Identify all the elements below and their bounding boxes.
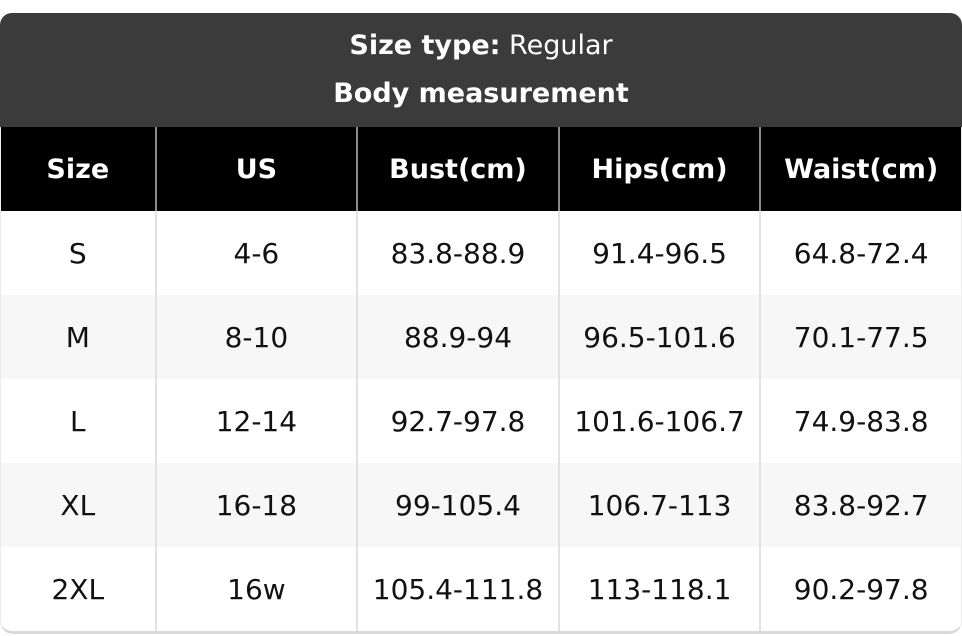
column-header-hips: Hips(cm) bbox=[557, 127, 760, 211]
size-chart-table: Size US Bust(cm) Hips(cm) Waist(cm) S 4-… bbox=[1, 127, 961, 631]
hips-cell: 91.4-96.5 bbox=[557, 211, 760, 295]
table-row-s: S 4-6 83.8-88.9 91.4-96.5 64.8-72.4 bbox=[1, 211, 961, 295]
chart-header-band: Size type: Regular Body measurement bbox=[0, 13, 962, 127]
column-header-waist: Waist(cm) bbox=[759, 127, 961, 211]
table-row-2xl: 2XL 16w 105.4-111.8 113-118.1 90.2-97.8 bbox=[1, 547, 961, 631]
table-row-xl: XL 16-18 99-105.4 106.7-113 83.8-92.7 bbox=[1, 463, 961, 547]
bust-cell: 105.4-111.8 bbox=[356, 547, 558, 631]
bust-cell: 88.9-94 bbox=[356, 295, 558, 379]
size-cell: L bbox=[1, 379, 155, 463]
size-chart-panel: Size type: Regular Body measurement Size… bbox=[0, 13, 962, 634]
us-cell: 16w bbox=[154, 547, 357, 631]
column-header-bust: Bust(cm) bbox=[356, 127, 558, 211]
size-type-line: Size type: Regular bbox=[349, 30, 612, 62]
hips-cell: 96.5-101.6 bbox=[557, 295, 760, 379]
size-cell: 2XL bbox=[1, 547, 155, 631]
bust-cell: 92.7-97.8 bbox=[356, 379, 558, 463]
bust-cell: 83.8-88.9 bbox=[356, 211, 558, 295]
size-table-container: Size US Bust(cm) Hips(cm) Waist(cm) S 4-… bbox=[0, 127, 962, 634]
size-type-value: Regular bbox=[500, 30, 613, 62]
waist-cell: 74.9-83.8 bbox=[759, 379, 961, 463]
hips-cell: 106.7-113 bbox=[557, 463, 760, 547]
body-measurement-title: Body measurement bbox=[333, 77, 629, 109]
waist-cell: 90.2-97.8 bbox=[759, 547, 961, 631]
hips-cell: 113-118.1 bbox=[557, 547, 760, 631]
size-cell: M bbox=[1, 295, 155, 379]
waist-cell: 83.8-92.7 bbox=[759, 463, 961, 547]
us-cell: 4-6 bbox=[154, 211, 357, 295]
waist-cell: 70.1-77.5 bbox=[759, 295, 961, 379]
hips-cell: 101.6-106.7 bbox=[557, 379, 760, 463]
waist-cell: 64.8-72.4 bbox=[759, 211, 961, 295]
column-header-us: US bbox=[154, 127, 357, 211]
size-cell: XL bbox=[1, 463, 155, 547]
size-cell: S bbox=[1, 211, 155, 295]
column-header-size: Size bbox=[1, 127, 155, 211]
table-header-row: Size US Bust(cm) Hips(cm) Waist(cm) bbox=[1, 127, 961, 211]
size-type-label: Size type: bbox=[349, 30, 501, 62]
bust-cell: 99-105.4 bbox=[356, 463, 558, 547]
us-cell: 16-18 bbox=[154, 463, 357, 547]
table-row-m: M 8-10 88.9-94 96.5-101.6 70.1-77.5 bbox=[1, 295, 961, 379]
us-cell: 12-14 bbox=[154, 379, 357, 463]
table-row-l: L 12-14 92.7-97.8 101.6-106.7 74.9-83.8 bbox=[1, 379, 961, 463]
us-cell: 8-10 bbox=[154, 295, 357, 379]
